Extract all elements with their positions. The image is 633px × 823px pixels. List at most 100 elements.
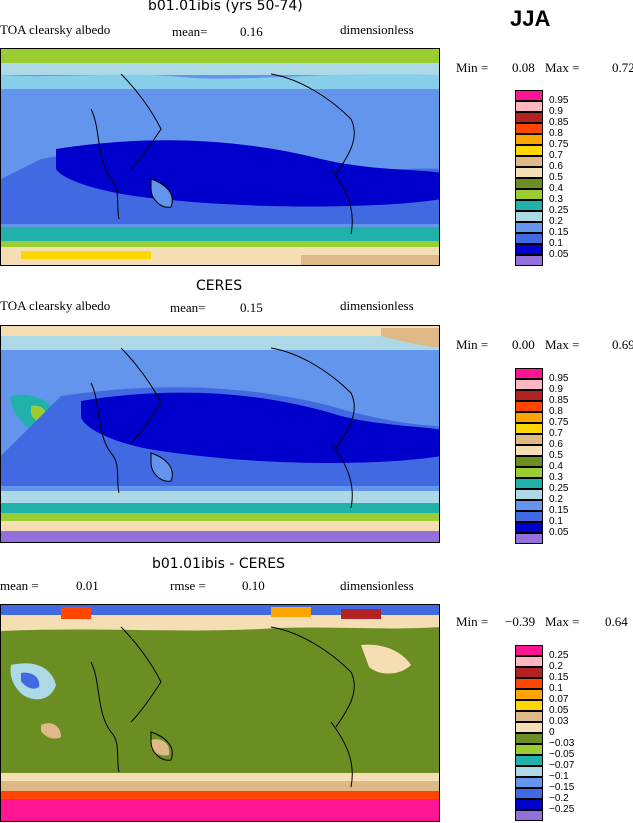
panel2-variable-label: TOA clearsky albedo <box>0 298 111 313</box>
colorbar-label: 0.2 <box>549 661 563 672</box>
panel2-max-value: 0.69 <box>612 337 633 352</box>
panel3-rmse-label: rmse = <box>170 578 206 593</box>
colorbar-swatch <box>515 478 543 489</box>
colorbar-swatch <box>515 445 543 456</box>
colorbar-swatch <box>515 412 543 423</box>
colorbar-swatch <box>515 401 543 412</box>
panel3-title: b01.01ibis - CERES <box>152 556 285 572</box>
colorbar-swatch <box>515 711 543 722</box>
colorbar-label: 0.85 <box>549 117 569 128</box>
colorbar-label: 0.25 <box>549 205 569 216</box>
panel3-map <box>0 604 440 822</box>
colorbar-label: 0.5 <box>549 172 563 183</box>
colorbar-label: −0.2 <box>549 793 569 804</box>
colorbar-label: 0.1 <box>549 683 563 694</box>
panel3-min-value: −0.39 <box>505 614 536 629</box>
colorbar-swatch <box>515 511 543 522</box>
colorbar-label: 0.75 <box>549 417 569 428</box>
colorbar-label: 0.15 <box>549 227 569 238</box>
colorbar-swatch <box>515 189 543 200</box>
colorbar-swatch <box>515 244 543 255</box>
colorbar-label: 0.8 <box>549 406 563 417</box>
colorbar-label: 0.05 <box>549 527 569 538</box>
colorbar-swatch <box>515 766 543 777</box>
colorbar-swatch <box>515 500 543 511</box>
colorbar-label: 0.03 <box>549 716 569 727</box>
colorbar-label: 0.4 <box>549 183 563 194</box>
colorbar-label: 0.8 <box>549 128 563 139</box>
panel1-max-value: 0.72 <box>612 60 633 75</box>
colorbar-label: −0.1 <box>549 771 569 782</box>
colorbar-swatch <box>515 722 543 733</box>
panel2-max-label: Max = <box>545 337 580 352</box>
colorbar-swatch <box>515 456 543 467</box>
colorbar-label: 0.2 <box>549 216 563 227</box>
colorbar-swatch <box>515 222 543 233</box>
colorbar-swatch <box>515 777 543 788</box>
colorbar-swatch <box>515 810 543 821</box>
colorbar-label: 0.25 <box>549 650 569 661</box>
colorbar-swatch <box>515 667 543 678</box>
colorbar-label: 0.4 <box>549 461 563 472</box>
panel3-mean-label: mean = <box>0 578 39 593</box>
colorbar-swatch <box>515 489 543 500</box>
colorbar-swatch <box>515 112 543 123</box>
colorbar-label: 0.7 <box>549 428 563 439</box>
colorbar-swatch <box>515 368 543 379</box>
colorbar-swatch <box>515 434 543 445</box>
panel3-max-label: Max = <box>545 614 580 629</box>
colorbar-label: 0.05 <box>549 249 569 260</box>
panel2-units: dimensionless <box>340 298 414 313</box>
panel1-units: dimensionless <box>340 22 414 37</box>
panel3-min-label: Min = <box>456 614 489 629</box>
colorbar-label: 0.07 <box>549 694 569 705</box>
colorbar-label: −0.05 <box>549 749 575 760</box>
colorbar-label: −0.07 <box>549 760 575 771</box>
colorbar-label: 0.9 <box>549 106 563 117</box>
colorbar-label: 0.2 <box>549 494 563 505</box>
colorbar-swatch <box>515 90 543 101</box>
panel1-mean-label: mean= <box>172 24 208 39</box>
colorbar-swatch <box>515 156 543 167</box>
colorbar-label: 0 <box>549 727 555 738</box>
panel3-max-value: 0.64 <box>605 614 628 629</box>
colorbar-swatch <box>515 390 543 401</box>
colorbar-label: 0.7 <box>549 150 563 161</box>
panel1-mean-value: 0.16 <box>240 24 263 39</box>
panel1-min-label: Min = <box>456 60 489 75</box>
colorbar-swatch <box>515 178 543 189</box>
colorbar-label: 0.15 <box>549 672 569 683</box>
colorbar-label: −0.15 <box>549 782 575 793</box>
panel2-map <box>0 325 440 543</box>
colorbar-swatch <box>515 255 543 266</box>
panel1-title: b01.01ibis (yrs 50-74) <box>148 0 303 14</box>
colorbar-swatch <box>515 423 543 434</box>
colorbar-swatch <box>515 123 543 134</box>
panel1-variable-label: TOA clearsky albedo <box>0 22 111 37</box>
colorbar-swatch <box>515 744 543 755</box>
colorbar-swatch <box>515 522 543 533</box>
colorbar-swatch <box>515 678 543 689</box>
colorbar-swatch <box>515 799 543 810</box>
panel3-mean-value: 0.01 <box>76 578 99 593</box>
panel1-min-value: 0.08 <box>512 60 535 75</box>
panel2-min-label: Min = <box>456 337 489 352</box>
colorbar-swatch <box>515 134 543 145</box>
colorbar-swatch <box>515 533 543 544</box>
colorbar-swatch <box>515 467 543 478</box>
colorbar-swatch <box>515 145 543 156</box>
panel2-title: CERES <box>196 278 243 294</box>
panel2-mean-value: 0.15 <box>240 300 263 315</box>
colorbar-label: 0.95 <box>549 373 569 384</box>
colorbar-swatch <box>515 755 543 766</box>
colorbar-swatch <box>515 689 543 700</box>
panel3-map-svg <box>1 605 439 821</box>
colorbar-swatch <box>515 167 543 178</box>
panel1-map-svg <box>1 49 439 265</box>
colorbar-label: 0.9 <box>549 384 563 395</box>
colorbar-label: 0.5 <box>549 450 563 461</box>
colorbar-swatch <box>515 233 543 244</box>
colorbar-label: 0.6 <box>549 439 563 450</box>
colorbar-label: 0.1 <box>549 238 563 249</box>
colorbar-label: 0.6 <box>549 161 563 172</box>
